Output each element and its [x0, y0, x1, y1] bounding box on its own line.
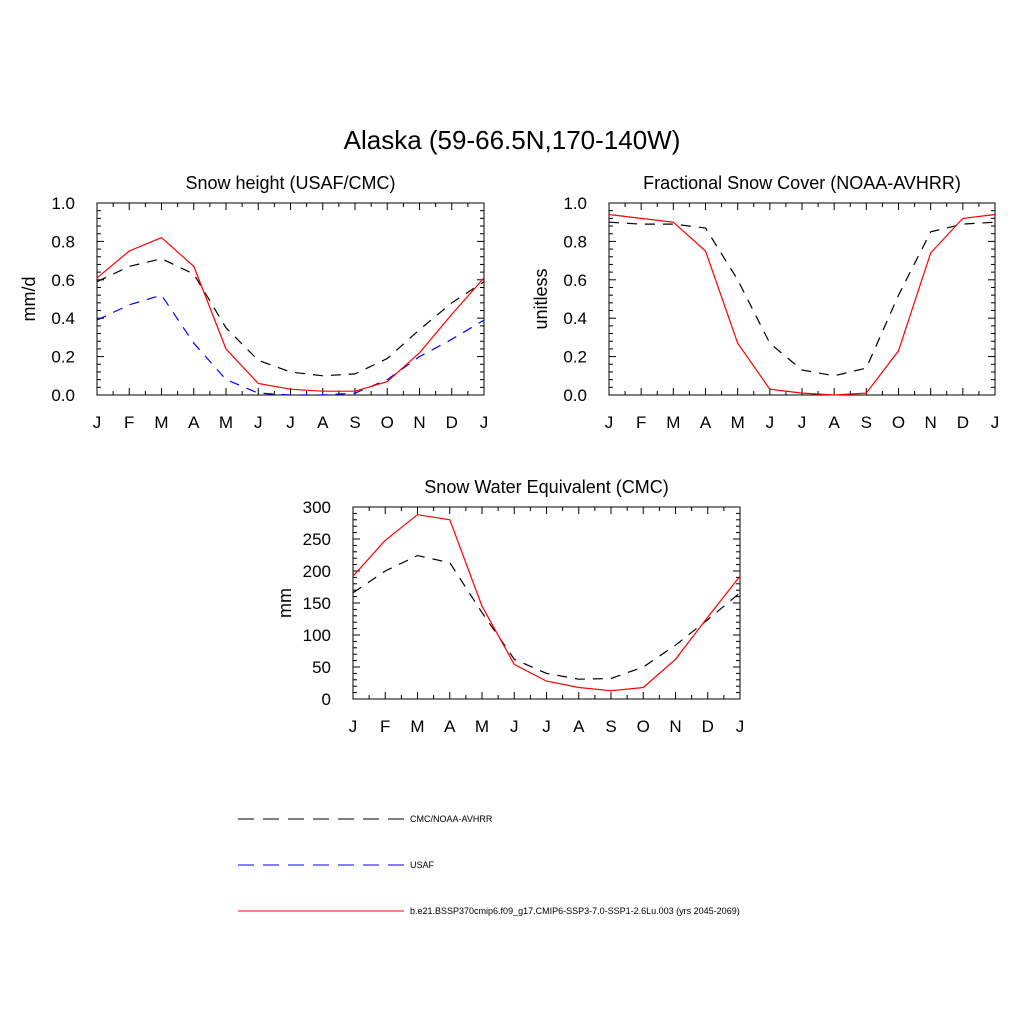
x-tick-label: O [637, 717, 650, 736]
y-tick-label: 0.8 [563, 232, 587, 251]
y-tick-label: 150 [303, 594, 331, 613]
x-tick-label: F [124, 413, 134, 432]
x-tick-label: J [349, 717, 358, 736]
x-tick-label: D [446, 413, 458, 432]
y-tick-label: 250 [303, 530, 331, 549]
legend-label: CMC/NOAA-AVHRR [410, 814, 493, 824]
x-tick-label: J [991, 413, 1000, 432]
x-tick-label: M [219, 413, 233, 432]
series-line-obs [608, 221, 996, 377]
x-tick-label: M [666, 413, 680, 432]
x-tick-label: S [605, 717, 616, 736]
x-tick-label: J [93, 413, 102, 432]
y-tick-label: 0.6 [51, 271, 75, 290]
legend-label: USAF [410, 860, 435, 870]
y-tick-label: 50 [312, 658, 331, 677]
panel-title: Fractional Snow Cover (NOAA-AVHRR) [643, 173, 961, 193]
y-axis-label: mm/d [19, 277, 39, 322]
series-line-model [96, 236, 485, 392]
y-tick-label: 100 [303, 626, 331, 645]
x-tick-label: M [410, 717, 424, 736]
x-tick-label: J [542, 717, 551, 736]
x-tick-label: O [381, 413, 394, 432]
series-line-model [352, 514, 741, 692]
x-tick-label: D [957, 413, 969, 432]
y-tick-label: 1.0 [51, 194, 75, 213]
panel-title: Snow height (USAF/CMC) [185, 173, 395, 193]
x-tick-label: N [669, 717, 681, 736]
legend-item-obs: CMC/NOAA-AVHRR [238, 814, 493, 824]
y-tick-label: 200 [303, 562, 331, 581]
y-tick-label: 0.2 [563, 348, 587, 367]
y-tick-label: 0.4 [563, 309, 587, 328]
x-tick-label: J [510, 717, 519, 736]
x-tick-label: S [349, 413, 360, 432]
chart-panels: Snow height (USAF/CMC)J F M A M J J A S O N D J0.00.… [19, 173, 999, 736]
x-tick-label: J [736, 717, 745, 736]
x-tick-label: A [700, 413, 712, 432]
y-tick-label: 0 [322, 690, 331, 709]
x-tick-label: M [154, 413, 168, 432]
x-tick-label: J [254, 413, 263, 432]
x-tick-label: J [605, 413, 614, 432]
plot-frame [96, 202, 485, 396]
legend-label: b.e21.BSSP370cmip6.f09_g17.CMIP6-SSP3-7.… [410, 906, 740, 916]
x-tick-label: N [413, 413, 425, 432]
y-axis-label: unitless [531, 268, 551, 329]
x-tick-label: J [766, 413, 775, 432]
x-tick-label: N [925, 413, 937, 432]
x-tick-label: D [702, 717, 714, 736]
snow-cover-panel: Fractional Snow Cover (NOAA-AVHRR)J F M A M J… [531, 173, 999, 432]
series-line-model [608, 213, 996, 396]
x-tick-label: M [731, 413, 745, 432]
plot-frame [352, 506, 741, 700]
series-line-obs [96, 258, 485, 377]
series-line-obs [352, 554, 741, 680]
y-tick-label: 0.0 [563, 386, 587, 405]
swe-panel: Snow Water Equivalent (CMC)J F M A M J J A S O N D J… [275, 477, 744, 736]
x-tick-label: A [828, 413, 840, 432]
y-tick-label: 0.2 [51, 348, 75, 367]
x-tick-label: A [573, 717, 585, 736]
main-title: Alaska (59-66.5N,170-140W) [344, 125, 681, 155]
snow-height-panel: Snow height (USAF/CMC)J F M A M J J A S O N D J0.00.… [19, 173, 488, 432]
y-tick-label: 0.8 [51, 232, 75, 251]
y-tick-label: 0.0 [51, 386, 75, 405]
y-tick-label: 1.0 [563, 194, 587, 213]
y-axis-label: mm [275, 588, 295, 618]
x-tick-label: A [188, 413, 200, 432]
legend-item-model: b.e21.BSSP370cmip6.f09_g17.CMIP6-SSP3-7.… [238, 906, 740, 916]
y-tick-label: 0.4 [51, 309, 75, 328]
y-tick-label: 300 [303, 498, 331, 517]
legend: CMC/NOAA-AVHRR USAF b.e21.BSSP370cmip6.f09… [238, 814, 740, 916]
x-tick-label: A [317, 413, 329, 432]
x-tick-label: A [444, 717, 456, 736]
x-tick-label: J [480, 413, 489, 432]
x-tick-label: M [475, 717, 489, 736]
plot-frame [608, 202, 996, 396]
y-tick-label: 0.6 [563, 271, 587, 290]
series-line-usaf [96, 294, 485, 396]
legend-item-usaf: USAF [238, 860, 435, 870]
x-tick-label: O [892, 413, 905, 432]
x-tick-label: S [861, 413, 872, 432]
panel-title: Snow Water Equivalent (CMC) [424, 477, 668, 497]
x-tick-label: F [636, 413, 646, 432]
x-tick-label: F [380, 717, 390, 736]
x-tick-label: J [286, 413, 295, 432]
x-tick-label: J [798, 413, 807, 432]
